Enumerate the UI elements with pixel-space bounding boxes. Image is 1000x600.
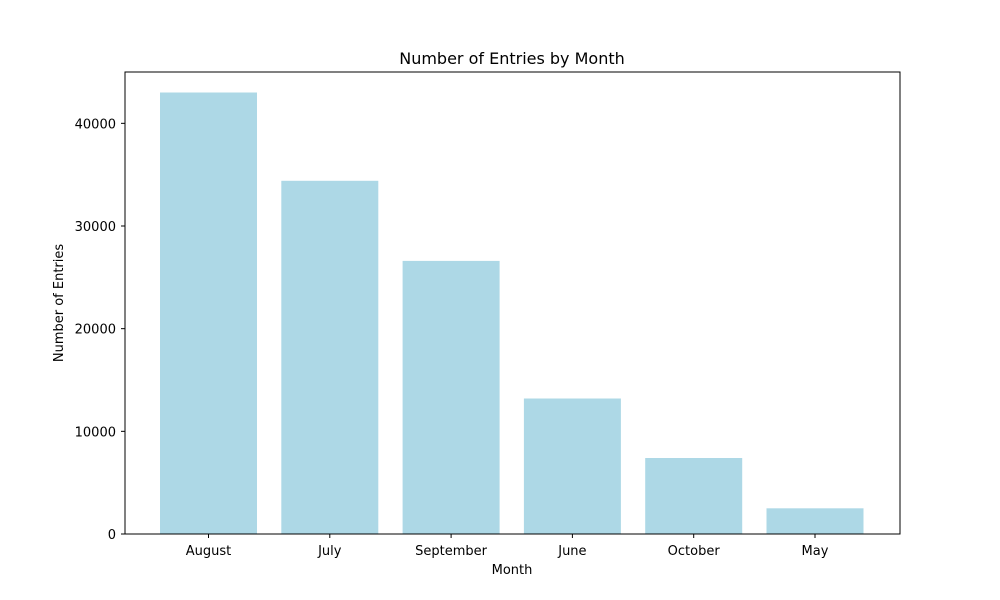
- y-tick-label-10000: 10000: [75, 425, 116, 440]
- x-tick-label-october: October: [668, 544, 721, 559]
- y-tick-label-40000: 40000: [75, 117, 116, 132]
- x-tick-label-july: July: [317, 544, 342, 559]
- x-axis-label: Month: [492, 563, 533, 578]
- x-tick-label-august: August: [186, 544, 232, 559]
- bar-july: [281, 180, 379, 535]
- y-axis-ticks: 0 10000 20000 30000 40000: [75, 117, 125, 543]
- x-axis-ticks: August July September June October May: [186, 534, 829, 559]
- y-axis-label: Number of Entries: [52, 244, 67, 363]
- bar-september: [402, 260, 500, 534]
- y-tick-label-20000: 20000: [75, 323, 116, 338]
- bar-may: [766, 508, 864, 534]
- plot-frame: [124, 71, 901, 535]
- x-tick-label-may: May: [802, 544, 829, 559]
- y-tick-label-30000: 30000: [75, 220, 116, 235]
- y-tick-label-0: 0: [108, 528, 116, 543]
- bar-august: [160, 92, 257, 534]
- chart-title: Number of Entries by Month: [399, 49, 625, 68]
- bar-series: [160, 92, 864, 535]
- bar-october: [645, 458, 743, 534]
- x-tick-label-june: June: [557, 544, 586, 559]
- bar-june: [523, 398, 621, 534]
- x-tick-label-september: September: [415, 544, 488, 559]
